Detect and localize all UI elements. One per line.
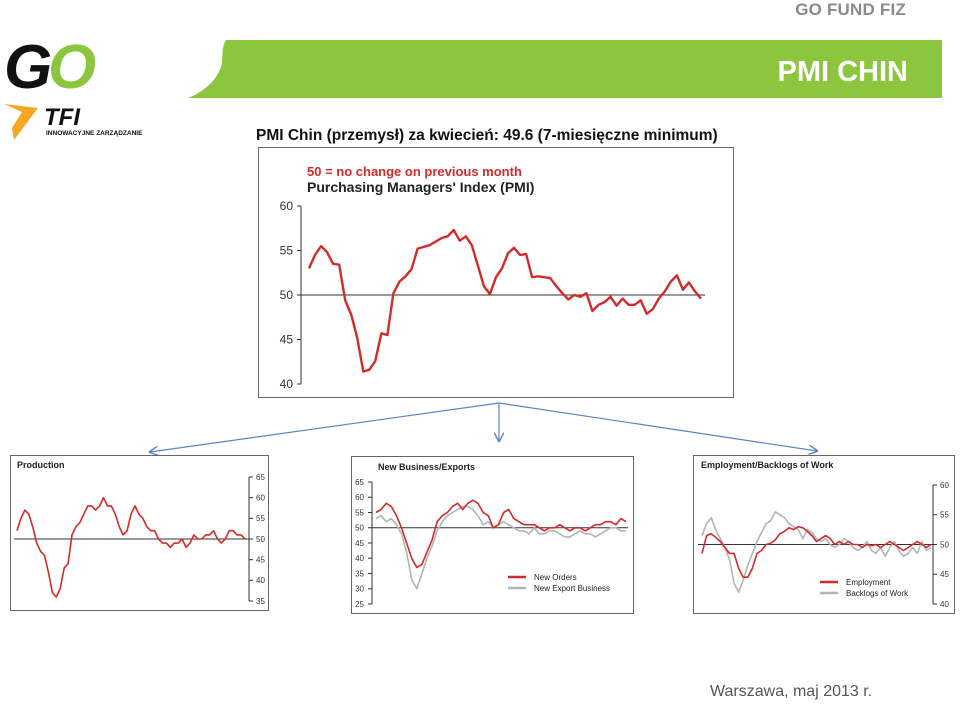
y-tick-label: 55 xyxy=(355,508,364,517)
logo-tfi: TFI xyxy=(44,104,81,131)
series-line-new-orders xyxy=(375,499,627,569)
y-tick-label: 55 xyxy=(256,514,265,523)
series-line-backlogs-of-work xyxy=(701,510,932,593)
new-business-chart: 65 60 55 50 45 40 35 30 25 New Business/Exports Ne… xyxy=(351,456,634,614)
employment-chart: 60 55 50 45 40 Employment/Backlogs of Work Emp… xyxy=(693,455,955,614)
new-business-svg: 65 60 55 50 45 40 35 30 25 New Business/Exports Ne… xyxy=(355,462,628,609)
y-tick-label: 40 xyxy=(280,377,294,391)
y-tick-label: 45 xyxy=(355,539,364,548)
connector-arrows xyxy=(0,402,960,465)
y-tick-label: 35 xyxy=(256,597,265,606)
y-tick-label: 50 xyxy=(940,540,949,549)
y-tick-label: 50 xyxy=(280,288,294,302)
employment-svg: 60 55 50 45 40 Employment/Backlogs of Work Emp… xyxy=(698,460,949,609)
fund-name: GO FUND FIZ xyxy=(795,0,906,19)
logo-g: G xyxy=(4,33,52,102)
production-chart: 65 60 55 50 45 40 35 Production xyxy=(10,455,269,611)
y-tick-label: 60 xyxy=(355,493,364,502)
main-pmi-chart: 60 55 50 45 40 Purchasing Managers' Index (PM… xyxy=(258,147,734,398)
y-tick-label: 65 xyxy=(256,473,265,482)
y-tick-label: 60 xyxy=(280,199,294,213)
go-tfi-logo: G O TFI INNOWACYJNE ZARZĄDZANIE xyxy=(4,33,143,140)
legend-label: Backlogs of Work xyxy=(846,589,909,598)
chart-title: New Business/Exports xyxy=(378,462,475,472)
arrow-to-production xyxy=(150,402,500,452)
y-tick-label: 60 xyxy=(940,481,949,490)
series-line-employment xyxy=(701,525,932,578)
legend-label: New Orders xyxy=(534,573,577,582)
y-tick-label: 35 xyxy=(355,569,364,578)
chart-title: Employment/Backlogs of Work xyxy=(701,460,834,470)
y-tick-label: 45 xyxy=(256,555,265,564)
slide-title: PMI Chin (przemysł) za kwiecień: 49.6 (7… xyxy=(256,127,718,144)
series-line-pmi xyxy=(16,496,246,598)
title-banner: PMI CHIN xyxy=(188,40,942,98)
logo-o: O xyxy=(48,33,96,102)
y-tick-label: 30 xyxy=(355,585,364,594)
chart-title: Purchasing Managers' Index (PMI) xyxy=(307,179,534,195)
legend-label: Employment xyxy=(846,578,891,587)
chart-title: Production xyxy=(17,460,65,470)
chart-annotation: 50 = no change on previous month xyxy=(307,164,522,179)
y-tick-label: 50 xyxy=(355,524,364,533)
banner-shape xyxy=(188,40,942,98)
y-tick-label: 65 xyxy=(355,478,364,487)
y-tick-label: 55 xyxy=(940,511,949,520)
logo-arrow xyxy=(4,104,38,140)
arrow-to-employment xyxy=(498,402,817,451)
main-pmi-svg: 60 55 50 45 40 Purchasing Managers' Index (PM… xyxy=(280,164,705,391)
banner-title: PMI CHIN xyxy=(778,56,909,88)
y-tick-label: 50 xyxy=(256,535,265,544)
y-tick-label: 40 xyxy=(940,600,949,609)
y-tick-label: 45 xyxy=(940,570,949,579)
y-tick-label: 40 xyxy=(355,554,364,563)
series-line-pmi xyxy=(307,228,702,373)
logo-tagline: INNOWACYJNE ZARZĄDZANIE xyxy=(46,130,143,137)
y-tick-label: 45 xyxy=(280,333,294,347)
production-svg: 65 60 55 50 45 40 35 Production xyxy=(14,460,265,606)
series-line-new-export-business xyxy=(375,505,626,590)
y-tick-label: 55 xyxy=(280,244,294,258)
y-tick-label: 40 xyxy=(256,576,265,585)
footer-text: Warszawa, maj 2013 r. xyxy=(710,683,873,700)
legend-label: New Export Business xyxy=(534,584,610,593)
y-tick-label: 25 xyxy=(355,600,364,609)
y-tick-label: 60 xyxy=(256,493,265,502)
